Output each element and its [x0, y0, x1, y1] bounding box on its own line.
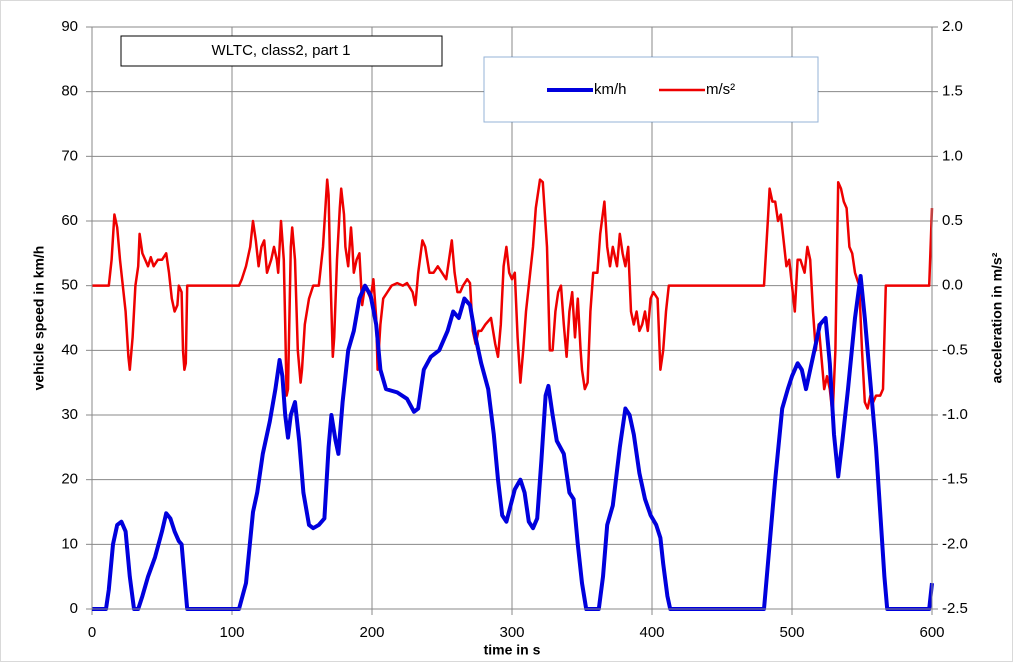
- y2-tick-label: 1.0: [942, 147, 963, 164]
- y2-tick-label: -2.0: [942, 535, 968, 552]
- legend-label: m/s²: [706, 81, 735, 98]
- x-tick-label: 200: [359, 624, 384, 641]
- y2-tick-label: -1.0: [942, 406, 968, 423]
- y-tick-label: 70: [61, 147, 78, 164]
- y2-axis-label: acceleration in m/s²: [989, 252, 1005, 383]
- y-tick-label: 30: [61, 406, 78, 423]
- series-line: [92, 273, 934, 611]
- lines: [92, 178, 934, 611]
- y-tick-label: 10: [61, 535, 78, 552]
- y-tick-label: 80: [61, 83, 78, 100]
- x-tick-label: 300: [499, 624, 524, 641]
- chart-title: WLTC, class2, part 1: [212, 42, 351, 59]
- y-tick-label: 40: [61, 341, 78, 358]
- y2-tick-label: -2.5: [942, 600, 968, 617]
- x-tick-label: 400: [639, 624, 664, 641]
- x-tick-label: 100: [219, 624, 244, 641]
- y-tick-label: 20: [61, 471, 78, 488]
- y-tick-label: 90: [61, 18, 78, 35]
- title-box: [120, 35, 443, 67]
- y-tick-label: 50: [61, 277, 78, 294]
- x-axis-label: time in s: [484, 642, 541, 658]
- legend: [483, 56, 819, 123]
- x-tick-label: 500: [779, 624, 804, 641]
- y2-tick-label: -1.5: [942, 471, 968, 488]
- y2-tick-label: 1.5: [942, 83, 963, 100]
- y2-tick-label: 0.0: [942, 277, 963, 294]
- y2-tick-label: 2.0: [942, 18, 963, 35]
- y2-tick-label: -0.5: [942, 341, 968, 358]
- x-tick-label: 0: [88, 624, 96, 641]
- x-tick-label: 600: [919, 624, 944, 641]
- plot-frame: [91, 26, 933, 610]
- y2-tick-label: 0.5: [942, 212, 963, 229]
- y-axis-label: vehicle speed in km/h: [31, 246, 47, 391]
- legend-label: km/h: [594, 81, 627, 98]
- y-tick-label: 60: [61, 212, 78, 229]
- series-line: [92, 178, 934, 417]
- y-tick-label: 0: [70, 600, 78, 617]
